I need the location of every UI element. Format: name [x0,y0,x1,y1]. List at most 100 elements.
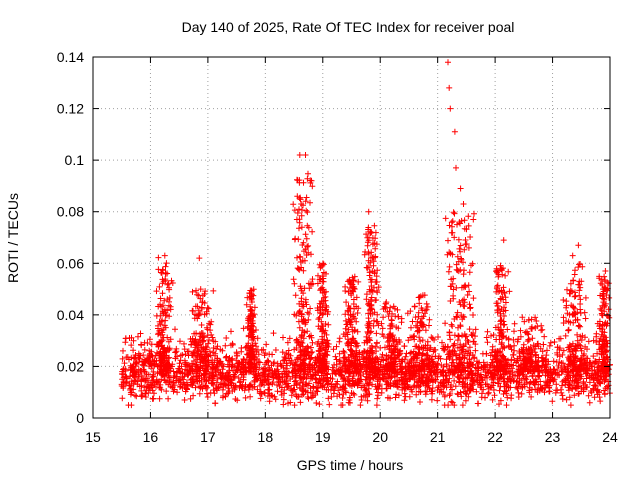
data-point [162,269,169,276]
data-point [511,347,518,354]
data-point [465,222,472,229]
data-point [482,374,488,381]
data-point [239,382,246,389]
data-point [504,394,511,401]
data-point [441,393,448,400]
data-point [364,397,371,404]
data-point [601,387,607,394]
data-point [383,299,390,306]
data-point [462,282,469,289]
data-point [156,395,163,402]
data-point [593,333,600,340]
data-point [521,381,528,388]
y-tick-label: 0.06 [57,255,84,271]
data-point [454,390,461,397]
data-point [559,392,566,399]
data-point [349,375,356,382]
data-point [365,380,372,387]
data-point [318,326,325,333]
data-point [283,360,290,367]
data-point [369,381,376,388]
data-point [467,234,474,240]
data-point [153,312,160,319]
data-point [571,305,578,312]
data-points [118,59,613,409]
data-point [238,348,245,355]
data-point [364,328,371,335]
data-point [458,359,465,366]
data-point [460,302,467,309]
data-point [593,387,600,394]
data-point [375,284,382,291]
data-point [292,292,299,299]
data-point [172,326,178,333]
data-point [394,377,401,384]
data-point [145,384,152,391]
data-point [314,307,321,314]
data-point [297,399,304,406]
data-point [336,338,343,345]
data-point [205,340,212,347]
data-point [472,364,479,371]
data-point [570,312,576,318]
data-point [500,391,507,397]
data-point [425,361,432,368]
data-point [396,337,402,343]
data-point [570,351,577,358]
data-point [365,250,372,257]
data-point [569,386,576,393]
data-point [513,384,520,391]
data-point [601,391,608,398]
data-point [544,369,551,376]
data-point [194,291,201,298]
data-point [460,343,467,350]
data-point [364,239,371,246]
data-point [460,366,466,373]
data-point [394,366,401,373]
data-point [209,357,216,364]
data-point [356,377,362,384]
data-point [456,333,462,340]
data-point [139,358,145,365]
data-point [374,267,381,274]
data-point [383,381,390,388]
data-point [554,351,561,358]
data-point [574,337,581,344]
data-point [249,299,255,305]
data-point [132,360,139,367]
data-point [172,349,179,356]
data-point [270,330,277,337]
data-point [296,152,303,158]
data-point [207,321,214,328]
data-point [182,366,189,373]
data-point [466,288,473,295]
data-point [483,334,490,341]
data-point [138,387,145,394]
data-point [346,378,353,385]
data-point [582,334,588,341]
data-point [559,382,565,389]
data-point [393,391,400,398]
data-point [331,387,338,394]
data-point [494,282,501,289]
data-point [491,392,498,399]
data-point [120,365,127,372]
data-point [553,381,560,388]
data-point [165,395,172,402]
data-point [495,288,502,295]
data-point [457,389,464,396]
data-point [300,239,307,246]
data-point [176,360,183,367]
data-point [298,201,305,207]
data-point [408,324,414,331]
data-point [405,366,412,373]
data-point [496,332,503,339]
data-point [497,397,504,404]
data-point [163,260,170,267]
data-point [367,276,374,283]
data-point [119,395,126,402]
data-point [462,237,469,243]
data-point [351,273,358,280]
data-point [379,356,385,363]
data-point [247,312,254,319]
